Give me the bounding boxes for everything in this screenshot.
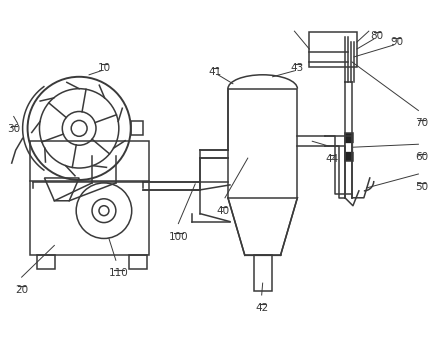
Bar [345,143,353,151]
Text: 30: 30 [7,125,20,134]
Bar [38,255,55,269]
Text: 50: 50 [415,182,428,192]
Text: 90: 90 [390,37,403,47]
Bar [254,255,272,291]
Text: 41: 41 [208,67,222,77]
Bar [131,121,143,135]
Bar [129,255,147,269]
Text: 43: 43 [291,63,304,73]
Text: 20: 20 [15,285,28,295]
Text: 110: 110 [109,268,129,278]
Text: 10: 10 [97,63,110,73]
Bar [345,133,353,161]
Bar [30,141,148,255]
Text: 60: 60 [415,152,428,162]
Text: 40: 40 [217,206,229,216]
Text: 42: 42 [255,303,268,313]
Text: 44: 44 [326,154,339,164]
Text: 100: 100 [168,231,188,242]
Text: 70: 70 [415,118,428,128]
Bar [309,32,357,67]
Bar [228,89,297,198]
Text: 80: 80 [370,31,383,41]
